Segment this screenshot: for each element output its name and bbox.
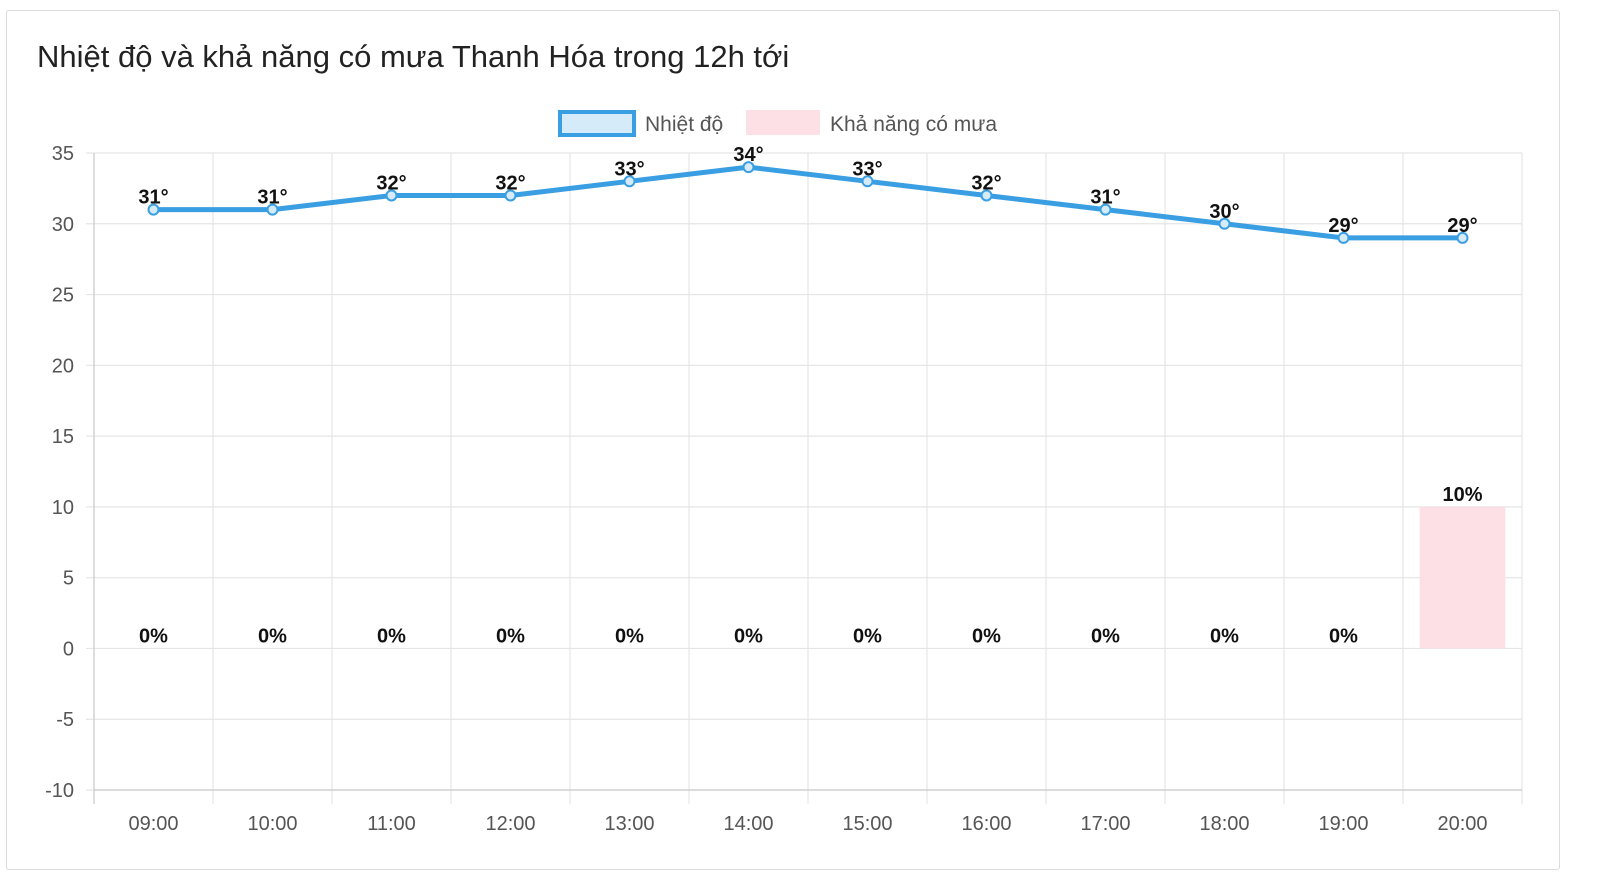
temperature-point[interactable] bbox=[504, 189, 517, 202]
x-tick-label: 13:00 bbox=[604, 813, 654, 835]
temperature-line bbox=[151, 164, 1465, 241]
x-tick-label: 11:00 bbox=[367, 813, 416, 835]
y-tick-label: -5 bbox=[56, 709, 74, 731]
rain-data-label: 10% bbox=[1442, 484, 1482, 506]
x-tick-label: 20:00 bbox=[1437, 813, 1487, 835]
temperature-data-label: 31° bbox=[1090, 187, 1120, 209]
legend-swatch-rain[interactable] bbox=[746, 110, 820, 135]
temperature-data-label: 29° bbox=[1447, 215, 1477, 237]
rain-data-label: 0% bbox=[615, 625, 644, 647]
temperature-data-label: 34° bbox=[733, 144, 763, 166]
temperature-data-label: 32° bbox=[495, 172, 525, 194]
y-tick-label: -10 bbox=[45, 780, 74, 802]
temperature-data-label: 33° bbox=[614, 158, 644, 180]
x-tick-label: 15:00 bbox=[842, 813, 892, 835]
rain-data-label: 0% bbox=[1091, 625, 1120, 647]
y-tick-label: 15 bbox=[52, 426, 74, 448]
temperature-point[interactable] bbox=[980, 189, 993, 202]
rain-data-label: 0% bbox=[1329, 625, 1358, 647]
temperature-point[interactable] bbox=[147, 203, 160, 216]
rain-bar bbox=[1419, 506, 1506, 649]
y-tick-label: 5 bbox=[63, 568, 74, 590]
rain-data-label: 0% bbox=[972, 625, 1001, 647]
rain-data-label: 0% bbox=[496, 625, 525, 647]
legend-label-temperature[interactable]: Nhiệt độ bbox=[645, 113, 723, 136]
x-tick-label: 17:00 bbox=[1080, 813, 1130, 835]
temperature-point[interactable] bbox=[266, 203, 279, 216]
y-tick-label: 30 bbox=[52, 214, 74, 236]
x-tick-label: 16:00 bbox=[961, 813, 1011, 835]
x-tick-label: 10:00 bbox=[247, 813, 297, 835]
temperature-point[interactable] bbox=[861, 175, 874, 188]
x-tick-label: 18:00 bbox=[1199, 813, 1249, 835]
temperature-data-label: 32° bbox=[971, 172, 1001, 194]
rain-data-label: 0% bbox=[853, 625, 882, 647]
rain-data-label: 0% bbox=[377, 625, 406, 647]
temperature-point[interactable] bbox=[742, 161, 755, 174]
y-tick-label: 0 bbox=[63, 638, 74, 660]
temperature-data-label: 31° bbox=[257, 187, 287, 209]
legend-swatch-temperature[interactable] bbox=[558, 110, 636, 137]
temperature-point[interactable] bbox=[1099, 203, 1112, 216]
temperature-data-label: 31° bbox=[138, 187, 168, 209]
y-tick-label: 35 bbox=[52, 143, 74, 165]
temperature-data-label: 29° bbox=[1328, 215, 1358, 237]
legend-label-rain[interactable]: Khả năng có mưa bbox=[830, 113, 997, 136]
y-tick-label: 20 bbox=[52, 355, 74, 377]
temperature-point[interactable] bbox=[1218, 217, 1231, 230]
x-tick-label: 19:00 bbox=[1318, 813, 1368, 835]
temperature-data-label: 33° bbox=[852, 158, 882, 180]
rain-data-label: 0% bbox=[734, 625, 763, 647]
temperature-point[interactable] bbox=[623, 175, 636, 188]
temperature-point[interactable] bbox=[1337, 231, 1350, 244]
temperature-point[interactable] bbox=[385, 189, 398, 202]
chart-title: Nhiệt độ và khả năng có mưa Thanh Hóa tr… bbox=[37, 39, 790, 74]
rain-data-label: 0% bbox=[1210, 625, 1239, 647]
x-tick-label: 12:00 bbox=[485, 813, 535, 835]
y-tick-label: 25 bbox=[52, 285, 74, 307]
y-tick-label: 10 bbox=[52, 497, 74, 519]
temperature-point[interactable] bbox=[1456, 231, 1469, 244]
temperature-data-label: 30° bbox=[1209, 201, 1239, 223]
temperature-data-label: 32° bbox=[376, 172, 406, 194]
x-tick-label: 09:00 bbox=[128, 813, 178, 835]
rain-data-label: 0% bbox=[139, 625, 168, 647]
rain-data-label: 0% bbox=[258, 625, 287, 647]
x-tick-label: 14:00 bbox=[723, 813, 773, 835]
